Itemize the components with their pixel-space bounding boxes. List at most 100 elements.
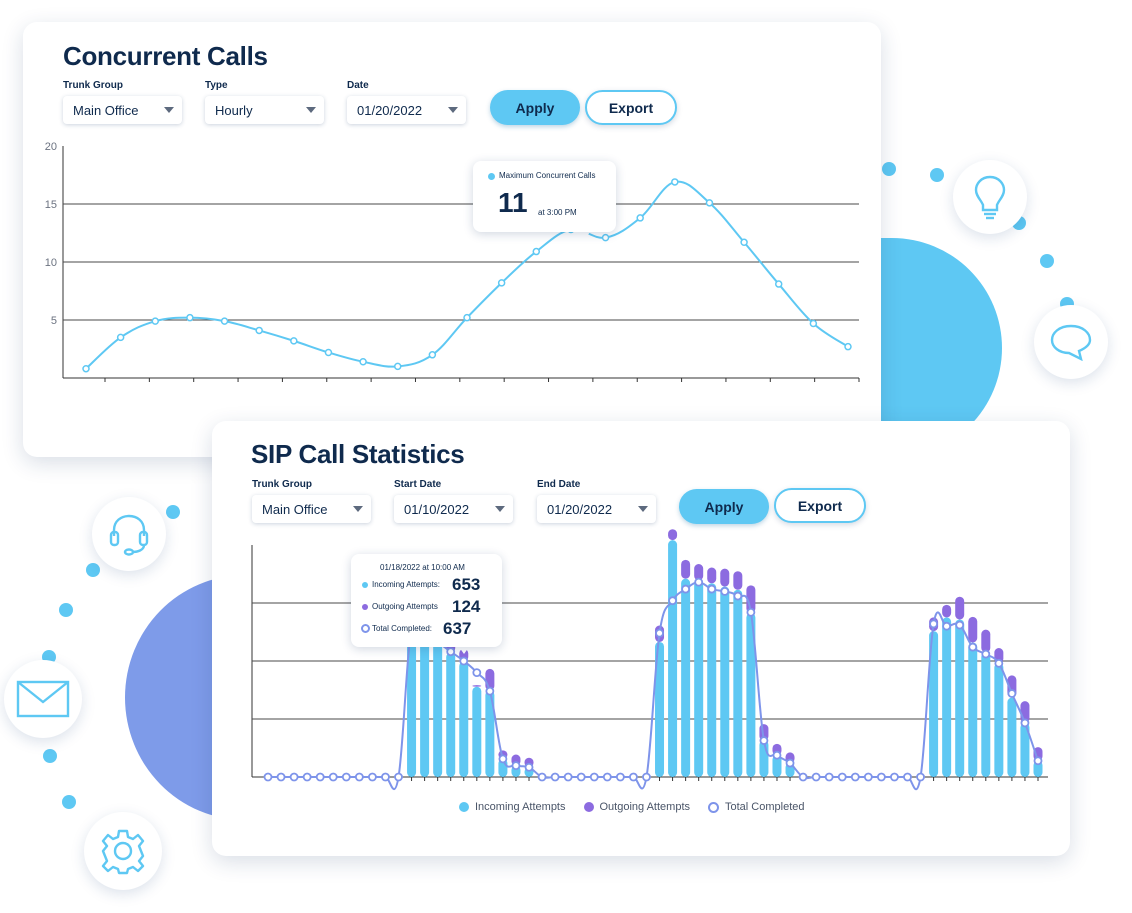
- apply-button[interactable]: Apply: [490, 90, 580, 125]
- export-button[interactable]: Export: [585, 90, 677, 125]
- completed-point: [903, 772, 912, 782]
- type-select[interactable]: Hourly: [205, 96, 324, 124]
- decor-dot: [1040, 254, 1054, 268]
- incoming-bar: [981, 652, 991, 777]
- completed-point: [537, 772, 547, 782]
- tooltip-series-dot: [488, 173, 495, 180]
- completed-point: [916, 772, 925, 782]
- data-point: [497, 279, 506, 287]
- incoming-bar: [707, 583, 717, 777]
- completed-point: [772, 750, 782, 760]
- start-date-select[interactable]: 01/10/2022: [394, 495, 513, 523]
- incoming-bar: [759, 740, 769, 777]
- chevron-down-icon: [448, 107, 458, 113]
- outgoing-bar: [720, 568, 730, 587]
- completed-point: [576, 772, 586, 782]
- tooltip-time: at 3:00 PM: [538, 208, 577, 217]
- completed-point: [550, 772, 560, 782]
- completed-point: [276, 772, 286, 782]
- outgoing-bar: [681, 559, 691, 579]
- completed-point: [955, 620, 965, 630]
- completed-point: [381, 772, 390, 782]
- incoming-bar: [446, 652, 456, 777]
- completed-point: [707, 584, 717, 594]
- completed-point: [289, 772, 299, 782]
- y-tick-label: 15: [45, 199, 57, 211]
- data-point: [428, 351, 437, 359]
- headset-icon-badge: [92, 497, 166, 571]
- chat-bubble-icon: [1050, 324, 1092, 361]
- incoming-bar: [1020, 722, 1030, 777]
- decor-dot: [930, 168, 944, 182]
- completed-point: [459, 656, 469, 666]
- completed-point: [263, 772, 273, 782]
- completed-point: [785, 758, 795, 768]
- gear-icon-badge: [84, 812, 162, 890]
- incoming-bar: [668, 540, 678, 777]
- legend-completed-swatch: [708, 801, 719, 813]
- tooltip-outgoing-label: Outgoing Attempts: [372, 602, 438, 611]
- completed-point: [1007, 689, 1017, 698]
- completed-point: [994, 658, 1004, 668]
- tooltip-completed-ring: [361, 624, 370, 633]
- data-point: [151, 317, 160, 325]
- lightbulb-icon: [974, 175, 1006, 220]
- envelope-icon: [16, 680, 70, 718]
- incoming-bar: [420, 628, 430, 777]
- completed-point: [655, 628, 664, 638]
- data-point: [186, 313, 194, 322]
- type-label: Type: [205, 80, 228, 91]
- data-point: [844, 342, 852, 351]
- data-point: [359, 358, 367, 366]
- y-tick-label: 20: [45, 141, 57, 153]
- completed-point: [589, 772, 599, 782]
- outgoing-bar: [668, 529, 678, 541]
- chat-bubble-icon-badge: [1034, 305, 1108, 379]
- incoming-bar: [433, 642, 443, 777]
- completed-point: [942, 621, 952, 631]
- legend-completed: Total Completed: [708, 801, 805, 813]
- date-label: Date: [347, 80, 369, 91]
- trunk-group-select[interactable]: Main Office: [63, 96, 182, 124]
- outgoing-bar: [981, 629, 991, 653]
- legend-incoming-swatch: [459, 802, 469, 812]
- total-completed-line: [268, 581, 1039, 791]
- completed-point: [394, 772, 403, 782]
- legend-outgoing: Outgoing Attempts: [583, 801, 691, 813]
- completed-point: [563, 772, 573, 782]
- completed-point: [837, 772, 847, 782]
- completed-point: [629, 772, 638, 782]
- completed-point: [302, 772, 312, 782]
- gear-icon: [101, 829, 145, 875]
- legend-incoming: Incoming Attempts: [459, 801, 566, 813]
- chevron-down-icon: [638, 506, 648, 512]
- completed-point: [681, 584, 691, 594]
- legend-outgoing-label: Outgoing Attempts: [599, 801, 691, 813]
- headset-icon: [109, 514, 149, 556]
- outgoing-bar: [942, 604, 952, 618]
- completed-point: [850, 772, 860, 782]
- concurrent-calls-tooltip: Maximum Concurrent Calls 11 at 3:00 PM: [473, 161, 616, 232]
- completed-point: [694, 577, 704, 587]
- apply-button[interactable]: Apply: [679, 489, 769, 524]
- incoming-bar: [694, 580, 704, 777]
- date-select[interactable]: 01/20/2022: [347, 96, 466, 124]
- incoming-bar: [994, 663, 1004, 777]
- trunk-group-value: Main Office: [262, 501, 328, 517]
- completed-point: [511, 761, 521, 771]
- trunk-group-select[interactable]: Main Office: [252, 495, 371, 523]
- incoming-bar: [929, 631, 939, 777]
- export-button[interactable]: Export: [774, 488, 866, 523]
- data-point: [671, 178, 679, 186]
- decor-dot: [166, 505, 180, 519]
- end-date-select[interactable]: 01/20/2022: [537, 495, 656, 523]
- concurrent-calls-title: Concurrent Calls: [63, 41, 268, 71]
- completed-point: [642, 772, 651, 782]
- concurrent-calls-line: [85, 180, 849, 370]
- data-point: [82, 364, 90, 373]
- completed-point: [798, 772, 808, 782]
- completed-point: [890, 772, 899, 782]
- concurrent-calls-card: Concurrent Calls Trunk Group Main Office…: [23, 22, 881, 457]
- completed-point: [746, 607, 756, 617]
- completed-point: [1020, 718, 1030, 728]
